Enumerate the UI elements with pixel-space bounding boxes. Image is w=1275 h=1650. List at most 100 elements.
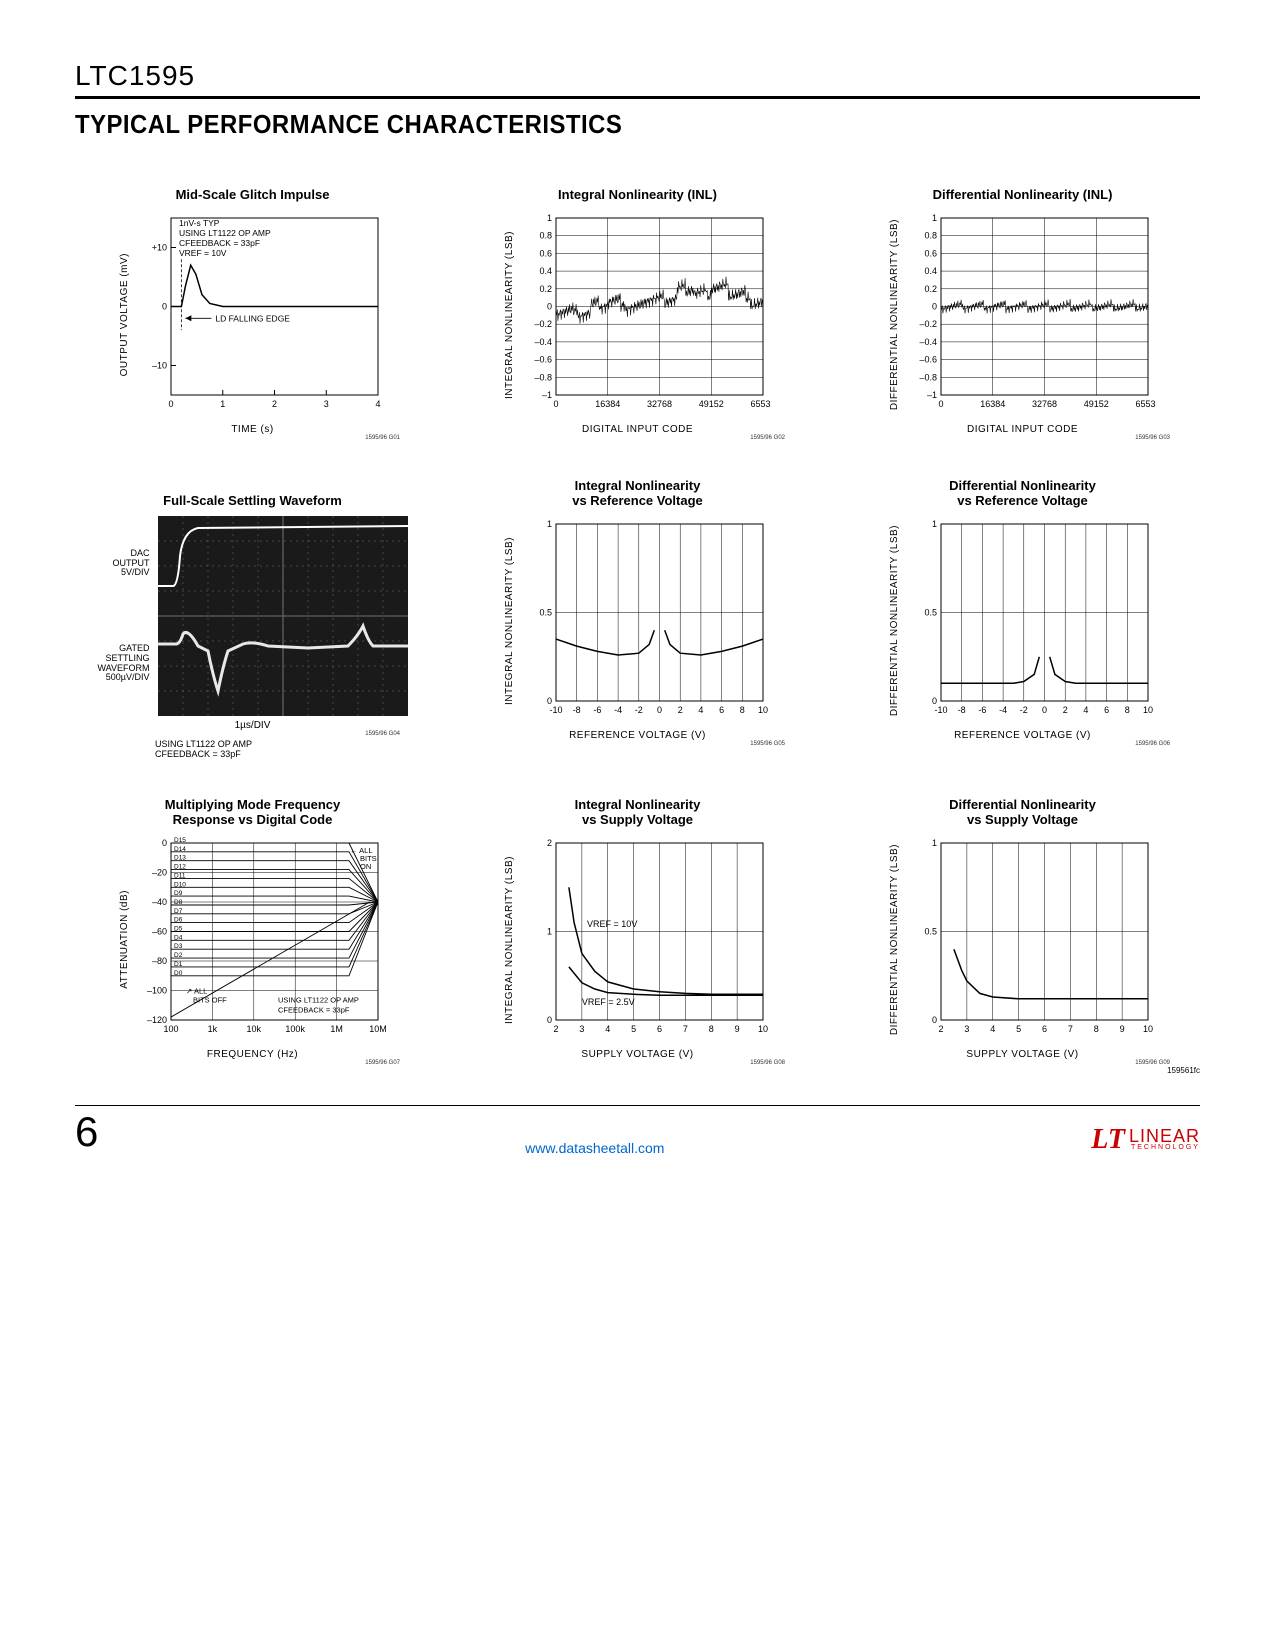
figure-number: 1595/96 G09 xyxy=(845,1060,1200,1066)
figure-number: 1595/96 G06 xyxy=(845,741,1200,747)
scope-label-top: DACOUTPUT5V/DIV xyxy=(98,549,150,579)
svg-text:2: 2 xyxy=(553,1024,558,1034)
svg-text:10: 10 xyxy=(758,705,768,715)
svg-text:10M: 10M xyxy=(369,1024,386,1034)
svg-text:0: 0 xyxy=(162,302,167,312)
svg-text:-10: -10 xyxy=(934,705,947,715)
svg-text:5: 5 xyxy=(631,1024,636,1034)
svg-text:D13: D13 xyxy=(174,854,186,861)
svg-text:BITS OFF: BITS OFF xyxy=(193,995,227,1004)
svg-text:D8: D8 xyxy=(174,899,183,906)
svg-text:65535: 65535 xyxy=(1135,399,1156,409)
svg-text:-6: -6 xyxy=(593,705,601,715)
section-title: TYPICAL PERFORMANCE CHARACTERISTICS xyxy=(75,109,1110,140)
svg-text:0: 0 xyxy=(553,399,558,409)
svg-text:49152: 49152 xyxy=(699,399,724,409)
svg-text:-6: -6 xyxy=(978,705,986,715)
svg-text:0.5: 0.5 xyxy=(924,608,937,618)
logo-mark: LT xyxy=(1091,1124,1125,1156)
svg-text:1: 1 xyxy=(547,519,552,529)
svg-text:–10: –10 xyxy=(152,361,167,371)
svg-text:–0.6: –0.6 xyxy=(534,355,552,365)
chart-title: Differential Nonlinearityvs Reference Vo… xyxy=(949,476,1096,508)
svg-text:–100: –100 xyxy=(147,985,167,995)
svg-text:USING LT1122 OP AMP: USING LT1122 OP AMP xyxy=(179,228,271,238)
svg-text:1: 1 xyxy=(547,926,552,936)
svg-text:–80: –80 xyxy=(152,956,167,966)
svg-text:-4: -4 xyxy=(999,705,1007,715)
svg-text:-10: -10 xyxy=(549,705,562,715)
svg-text:7: 7 xyxy=(683,1024,688,1034)
y-axis-label: OUTPUT VOLTAGE (mV) xyxy=(119,253,130,376)
svg-text:2: 2 xyxy=(547,838,552,848)
svg-text:7: 7 xyxy=(1068,1024,1073,1034)
svg-text:0: 0 xyxy=(168,399,173,409)
chart-c4: Full-Scale Settling Waveform DACOUTPUT5V/… xyxy=(75,476,430,760)
svg-text:3: 3 xyxy=(324,399,329,409)
svg-text:10: 10 xyxy=(1143,1024,1153,1034)
y-axis-label: DIFFERENTIAL NONLINEARITY (LSB) xyxy=(889,525,900,716)
chart-title: Integral Nonlinearityvs Reference Voltag… xyxy=(572,476,703,508)
svg-text:LD FALLING EDGE: LD FALLING EDGE xyxy=(215,313,290,323)
y-axis-label: DIFFERENTIAL NONLINEARITY (LSB) xyxy=(889,219,900,410)
chart-title: Multiplying Mode FrequencyResponse vs Di… xyxy=(165,795,341,827)
chart-c9: Differential Nonlinearityvs Supply Volta… xyxy=(845,795,1200,1066)
svg-text:D12: D12 xyxy=(174,863,186,870)
svg-text:CFEEDBACK = 33pF: CFEEDBACK = 33pF xyxy=(278,1005,350,1014)
svg-text:ON: ON xyxy=(360,862,371,871)
svg-text:0.4: 0.4 xyxy=(924,266,937,276)
svg-text:16384: 16384 xyxy=(595,399,620,409)
svg-text:8: 8 xyxy=(1125,705,1130,715)
x-axis-label: SUPPLY VOLTAGE (V) xyxy=(581,1049,693,1060)
svg-text:100k: 100k xyxy=(285,1024,305,1034)
chart-title: Integral Nonlinearityvs Supply Voltage xyxy=(575,795,701,827)
chart-title: Full-Scale Settling Waveform xyxy=(163,476,342,508)
svg-text:0.8: 0.8 xyxy=(539,231,552,241)
svg-text:2: 2 xyxy=(678,705,683,715)
svg-text:0.2: 0.2 xyxy=(539,284,552,294)
svg-text:–1: –1 xyxy=(542,390,552,400)
svg-text:32768: 32768 xyxy=(647,399,672,409)
svg-text:2: 2 xyxy=(938,1024,943,1034)
y-axis-label: INTEGRAL NONLINEARITY (LSB) xyxy=(504,231,515,399)
figure-number: 1595/96 G05 xyxy=(460,741,815,747)
svg-text:-2: -2 xyxy=(1020,705,1028,715)
y-axis-label: DIFFERENTIAL NONLINEARITY (LSB) xyxy=(889,844,900,1035)
svg-text:D5: D5 xyxy=(174,925,183,932)
svg-text:D6: D6 xyxy=(174,916,183,923)
svg-text:0: 0 xyxy=(1042,705,1047,715)
footer-code: 159561fc xyxy=(75,1066,1200,1075)
svg-text:VREF = 2.5V: VREF = 2.5V xyxy=(582,997,635,1007)
svg-text:8: 8 xyxy=(740,705,745,715)
x-axis-label: DIGITAL INPUT CODE xyxy=(967,424,1078,435)
svg-text:-8: -8 xyxy=(573,705,581,715)
svg-text:3: 3 xyxy=(964,1024,969,1034)
scope-label-bot: GATEDSETTLINGWAVEFORM500µV/DIV xyxy=(98,644,150,684)
figure-number: 1595/96 G02 xyxy=(460,435,815,441)
svg-text:D7: D7 xyxy=(174,907,183,914)
svg-text:–0.2: –0.2 xyxy=(919,319,937,329)
svg-text:32768: 32768 xyxy=(1032,399,1057,409)
logo-subtitle: TECHNOLOGY xyxy=(1129,1145,1200,1151)
svg-text:2: 2 xyxy=(1063,705,1068,715)
svg-text:1: 1 xyxy=(932,838,937,848)
figure-number: 1595/96 G08 xyxy=(460,1060,815,1066)
svg-text:0: 0 xyxy=(547,1015,552,1025)
svg-text:D15: D15 xyxy=(174,837,186,844)
svg-text:–120: –120 xyxy=(147,1015,167,1025)
svg-text:D10: D10 xyxy=(174,881,186,888)
svg-text:10: 10 xyxy=(1143,705,1153,715)
svg-text:D0: D0 xyxy=(174,969,183,976)
svg-text:4: 4 xyxy=(375,399,380,409)
svg-text:+10: +10 xyxy=(152,243,167,253)
svg-text:D3: D3 xyxy=(174,943,183,950)
x-axis-label: REFERENCE VOLTAGE (V) xyxy=(569,730,706,741)
svg-text:CFEEDBACK = 33pF: CFEEDBACK = 33pF xyxy=(179,238,260,248)
svg-text:4: 4 xyxy=(698,705,703,715)
footer-link[interactable]: www.datasheetall.com xyxy=(525,1140,664,1156)
svg-text:0.6: 0.6 xyxy=(539,248,552,258)
svg-text:6: 6 xyxy=(1104,705,1109,715)
svg-text:D11: D11 xyxy=(174,872,186,879)
svg-text:0: 0 xyxy=(932,1015,937,1025)
y-axis-label: INTEGRAL NONLINEARITY (LSB) xyxy=(504,537,515,705)
